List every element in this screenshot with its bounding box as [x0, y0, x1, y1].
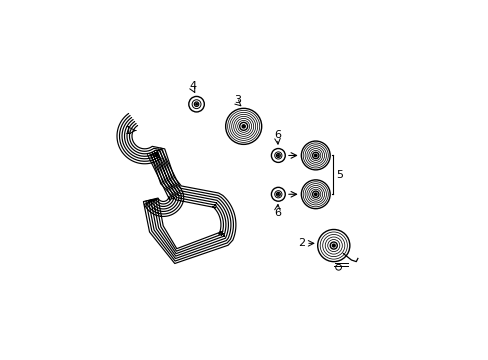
Text: 4: 4 [189, 81, 196, 91]
Circle shape [314, 154, 316, 157]
Circle shape [277, 155, 279, 156]
Text: 6: 6 [273, 130, 281, 140]
Text: 2: 2 [298, 238, 305, 248]
Circle shape [195, 103, 197, 105]
Circle shape [242, 125, 245, 128]
Text: 6: 6 [273, 208, 281, 218]
Circle shape [277, 194, 279, 195]
Circle shape [332, 244, 334, 247]
Circle shape [314, 193, 316, 195]
Text: 1: 1 [125, 126, 132, 135]
Text: 5: 5 [335, 170, 342, 180]
Text: 3: 3 [234, 95, 241, 105]
